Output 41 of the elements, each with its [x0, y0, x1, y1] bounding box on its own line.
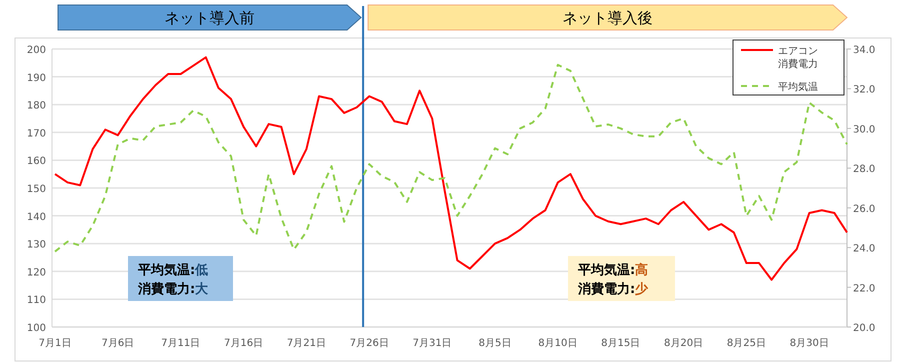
y-tick-label: 190	[26, 72, 46, 84]
y-tick-label: 130	[26, 240, 46, 251]
x-tick-label: 7月1日	[38, 338, 72, 349]
annotation: 平均気温:高	[577, 262, 648, 278]
x-tick-label: 7月26日	[350, 338, 389, 349]
y-tick-label: 160	[26, 156, 46, 168]
x-tick-label: 8月10日	[538, 338, 578, 349]
x-tick-label: 7月11日	[161, 338, 200, 349]
text: ネット導入前	[164, 9, 255, 27]
y2-tick-label: 28.0	[853, 164, 876, 176]
y2-tick-label: 26.0	[853, 204, 876, 215]
x-tick-label: 8月25日	[726, 338, 766, 349]
text: ネット導入後	[562, 9, 653, 27]
x-tick-label: 8月20日	[664, 338, 704, 349]
y2-tick-label: 32.0	[853, 84, 876, 96]
x-tick-label: 7月31日	[412, 338, 452, 349]
legend-label: 平均気温	[778, 81, 818, 93]
x-tick-label: 7月21日	[286, 338, 326, 349]
x-tick-label: 8月5日	[478, 338, 512, 349]
y2-tick-label: 30.0	[853, 124, 876, 136]
y2-tick-label: 20.0	[853, 323, 876, 334]
annotation: 消費電力:大	[137, 282, 210, 297]
y-tick-label: 150	[26, 184, 46, 195]
x-tick-label: 8月30日	[790, 338, 829, 349]
y-tick-label: 170	[26, 128, 46, 140]
y-tick-label: 100	[26, 323, 46, 334]
x-tick-label: 7月6日	[101, 338, 134, 349]
legend-label: エアコン消費電力	[778, 46, 818, 70]
y2-tick-label: 34.0	[853, 45, 876, 56]
line-series	[54, 56, 848, 281]
y-tick-label: 140	[26, 212, 46, 223]
y2-tick-label: 24.0	[853, 244, 876, 255]
annotation: 平均気温:低	[137, 263, 208, 278]
y2-tick-label: 22.0	[853, 283, 876, 294]
y-tick-label: 110	[26, 295, 46, 306]
y-tick-label: 120	[26, 267, 46, 278]
annotation: 消費電力:少	[577, 282, 650, 297]
x-tick-label: 7月16日	[224, 338, 264, 349]
y-tick-label: 180	[26, 100, 46, 112]
x-tick-label: 8月15日	[601, 338, 640, 349]
y-tick-label: 200	[26, 45, 46, 56]
